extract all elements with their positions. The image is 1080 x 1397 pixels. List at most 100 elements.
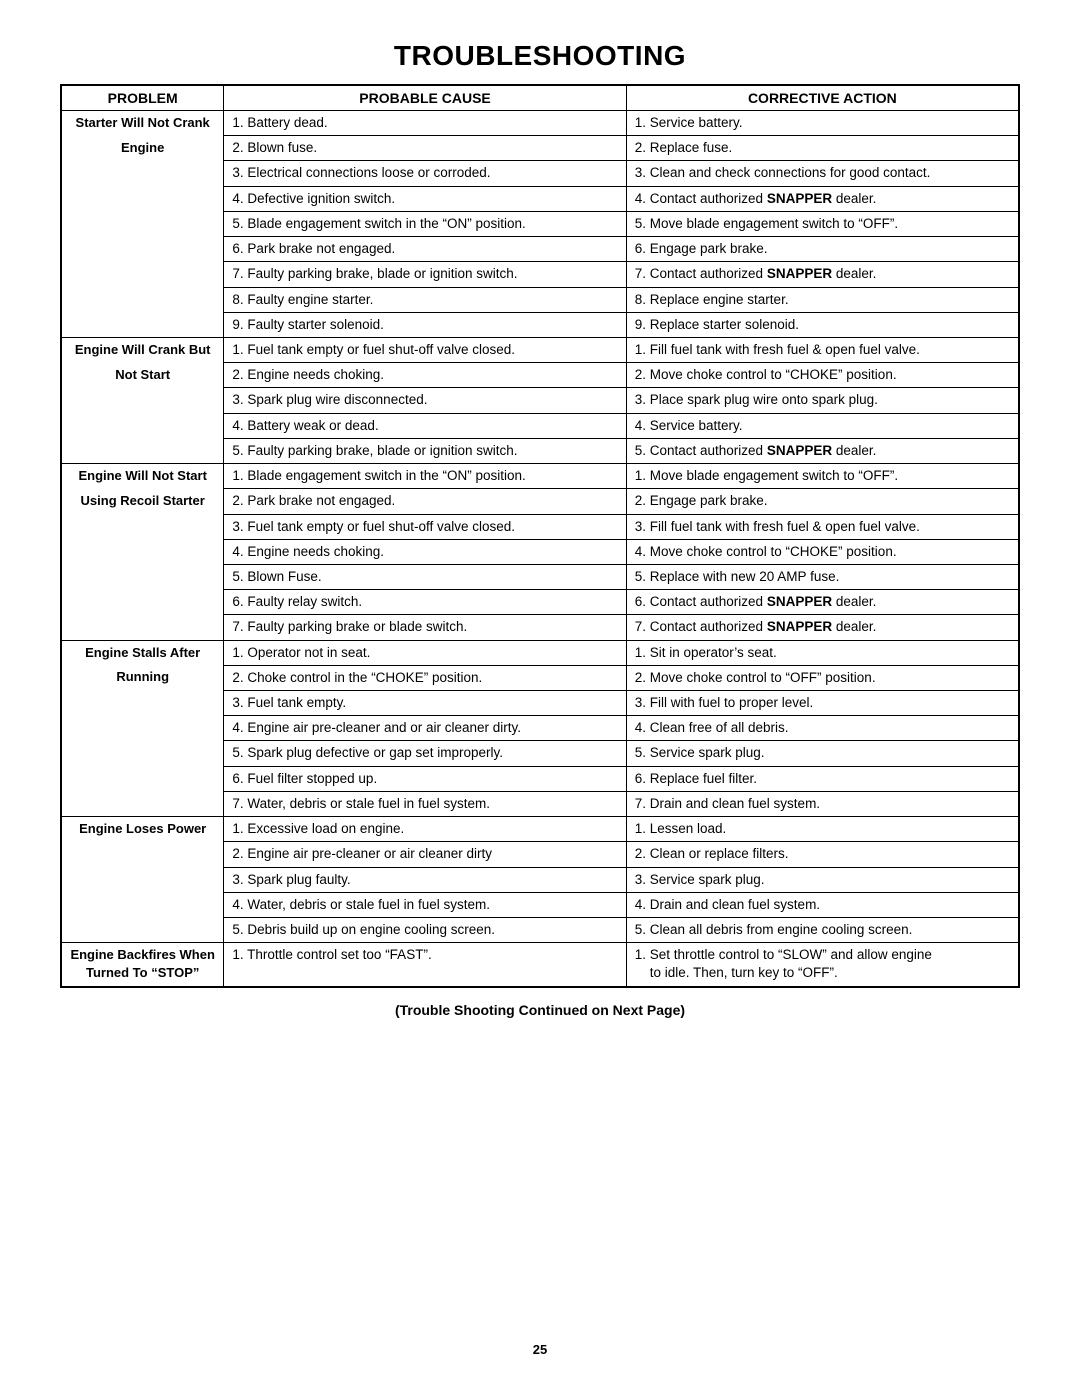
cause-cell: 5. Blade engagement switch in the “ON” p…: [224, 211, 626, 236]
page-number: 25: [0, 1342, 1080, 1357]
problem-cell: Engine Loses Power: [61, 817, 224, 842]
table-header-row: PROBLEM PROBABLE CAUSE CORRECTIVE ACTION: [61, 85, 1019, 111]
action-cell: 2. Move choke control to “CHOKE” positio…: [626, 363, 1019, 388]
cause-cell: 7. Faulty parking brake, blade or igniti…: [224, 262, 626, 287]
action-cell: 2. Replace fuse.: [626, 136, 1019, 161]
page-title: TROUBLESHOOTING: [60, 40, 1020, 72]
cause-cell: 2. Engine air pre-cleaner or air cleaner…: [224, 842, 626, 867]
table-row: Starter Will Not Crank1. Battery dead.1.…: [61, 111, 1019, 136]
table-row: Engine2. Blown fuse.2. Replace fuse.: [61, 136, 1019, 161]
table-row: 5. Blade engagement switch in the “ON” p…: [61, 211, 1019, 236]
action-cell: 5. Replace with new 20 AMP fuse.: [626, 564, 1019, 589]
action-cell: 1. Set throttle control to “SLOW” and al…: [626, 943, 1019, 987]
table-row: Not Start2. Engine needs choking.2. Move…: [61, 363, 1019, 388]
cause-cell: 6. Fuel filter stopped up.: [224, 766, 626, 791]
problem-cell: Running: [61, 665, 224, 690]
action-cell: 2. Engage park brake.: [626, 489, 1019, 514]
cause-cell: 3. Fuel tank empty.: [224, 691, 626, 716]
action-cell: 2. Clean or replace filters.: [626, 842, 1019, 867]
problem-cell-blank: [61, 438, 224, 463]
cause-cell: 3. Electrical connections loose or corro…: [224, 161, 626, 186]
action-cell: 8. Replace engine starter.: [626, 287, 1019, 312]
cause-cell: 2. Blown fuse.: [224, 136, 626, 161]
header-action: CORRECTIVE ACTION: [626, 85, 1019, 111]
cause-cell: 7. Faulty parking brake or blade switch.: [224, 615, 626, 640]
problem-cell-blank: [61, 161, 224, 186]
table-row: 5. Blown Fuse.5. Replace with new 20 AMP…: [61, 564, 1019, 589]
table-row: 5. Debris build up on engine cooling scr…: [61, 918, 1019, 943]
cause-cell: 5. Faulty parking brake, blade or igniti…: [224, 438, 626, 463]
table-row: 5. Faulty parking brake, blade or igniti…: [61, 438, 1019, 463]
cause-cell: 3. Spark plug faulty.: [224, 867, 626, 892]
problem-cell-blank: [61, 615, 224, 640]
problem-cell: Engine Will Crank But: [61, 337, 224, 362]
table-row: 4. Engine air pre-cleaner and or air cle…: [61, 716, 1019, 741]
problem-cell-blank: [61, 892, 224, 917]
cause-cell: 2. Choke control in the “CHOKE” position…: [224, 665, 626, 690]
problem-cell-blank: [61, 514, 224, 539]
table-row: 3. Spark plug faulty.3. Service spark pl…: [61, 867, 1019, 892]
table-row: 4. Battery weak or dead.4. Service batte…: [61, 413, 1019, 438]
problem-cell-blank: [61, 691, 224, 716]
table-row: 9. Faulty starter solenoid.9. Replace st…: [61, 312, 1019, 337]
table-row: 3. Fuel tank empty.3. Fill with fuel to …: [61, 691, 1019, 716]
table-row: 4. Engine needs choking.4. Move choke co…: [61, 539, 1019, 564]
cause-cell: 1. Operator not in seat.: [224, 640, 626, 665]
problem-cell-blank: [61, 716, 224, 741]
action-cell: 7. Contact authorized SNAPPER dealer.: [626, 615, 1019, 640]
action-cell: 1. Fill fuel tank with fresh fuel & open…: [626, 337, 1019, 362]
action-cell: 3. Fill with fuel to proper level.: [626, 691, 1019, 716]
header-problem: PROBLEM: [61, 85, 224, 111]
table-row: 6. Fuel filter stopped up.6. Replace fue…: [61, 766, 1019, 791]
problem-cell: Not Start: [61, 363, 224, 388]
cause-cell: 2. Engine needs choking.: [224, 363, 626, 388]
table-row: 6. Faulty relay switch.6. Contact author…: [61, 590, 1019, 615]
action-cell: 5. Service spark plug.: [626, 741, 1019, 766]
table-row: Using Recoil Starter2. Park brake not en…: [61, 489, 1019, 514]
table-row: Engine Backfires WhenTurned To “STOP” 1. …: [61, 943, 1019, 987]
problem-cell-blank: [61, 186, 224, 211]
table-row: Engine Will Not Start1. Blade engagement…: [61, 464, 1019, 489]
header-cause: PROBABLE CAUSE: [224, 85, 626, 111]
action-cell: 9. Replace starter solenoid.: [626, 312, 1019, 337]
table-row: 3. Spark plug wire disconnected.3. Place…: [61, 388, 1019, 413]
action-cell: 4. Drain and clean fuel system.: [626, 892, 1019, 917]
problem-cell: Starter Will Not Crank: [61, 111, 224, 136]
action-cell: 4. Move choke control to “CHOKE” positio…: [626, 539, 1019, 564]
action-cell: 7. Contact authorized SNAPPER dealer.: [626, 262, 1019, 287]
cause-cell: 6. Park brake not engaged.: [224, 237, 626, 262]
action-cell: 3. Clean and check connections for good …: [626, 161, 1019, 186]
problem-cell-blank: [61, 918, 224, 943]
cause-cell: 7. Water, debris or stale fuel in fuel s…: [224, 791, 626, 816]
table-row: Running2. Choke control in the “CHOKE” p…: [61, 665, 1019, 690]
problem-cell-blank: [61, 791, 224, 816]
action-cell: 5. Move blade engagement switch to “OFF”…: [626, 211, 1019, 236]
problem-cell-blank: [61, 766, 224, 791]
problem-cell-blank: [61, 867, 224, 892]
problem-cell-blank: [61, 539, 224, 564]
problem-cell: Engine Backfires WhenTurned To “STOP”: [61, 943, 224, 987]
action-cell: 4. Service battery.: [626, 413, 1019, 438]
table-row: 3. Electrical connections loose or corro…: [61, 161, 1019, 186]
cause-cell: 3. Fuel tank empty or fuel shut-off valv…: [224, 514, 626, 539]
problem-cell-blank: [61, 741, 224, 766]
cause-cell: 4. Defective ignition switch.: [224, 186, 626, 211]
problem-cell-blank: [61, 842, 224, 867]
cause-cell: 3. Spark plug wire disconnected.: [224, 388, 626, 413]
action-cell: 7. Drain and clean fuel system.: [626, 791, 1019, 816]
problem-cell-blank: [61, 590, 224, 615]
problem-cell-blank: [61, 211, 224, 236]
problem-cell: Engine Stalls After: [61, 640, 224, 665]
table-row: 2. Engine air pre-cleaner or air cleaner…: [61, 842, 1019, 867]
action-cell: 3. Service spark plug.: [626, 867, 1019, 892]
table-row: Engine Stalls After1. Operator not in se…: [61, 640, 1019, 665]
problem-cell: Engine: [61, 136, 224, 161]
cause-cell: 8. Faulty engine starter.: [224, 287, 626, 312]
cause-cell: 5. Spark plug defective or gap set impro…: [224, 741, 626, 766]
cause-cell: 2. Park brake not engaged.: [224, 489, 626, 514]
problem-cell-blank: [61, 312, 224, 337]
action-cell: 5. Clean all debris from engine cooling …: [626, 918, 1019, 943]
cause-cell: 1. Battery dead.: [224, 111, 626, 136]
table-row: 7. Faulty parking brake or blade switch.…: [61, 615, 1019, 640]
action-cell: 4. Clean free of all debris.: [626, 716, 1019, 741]
